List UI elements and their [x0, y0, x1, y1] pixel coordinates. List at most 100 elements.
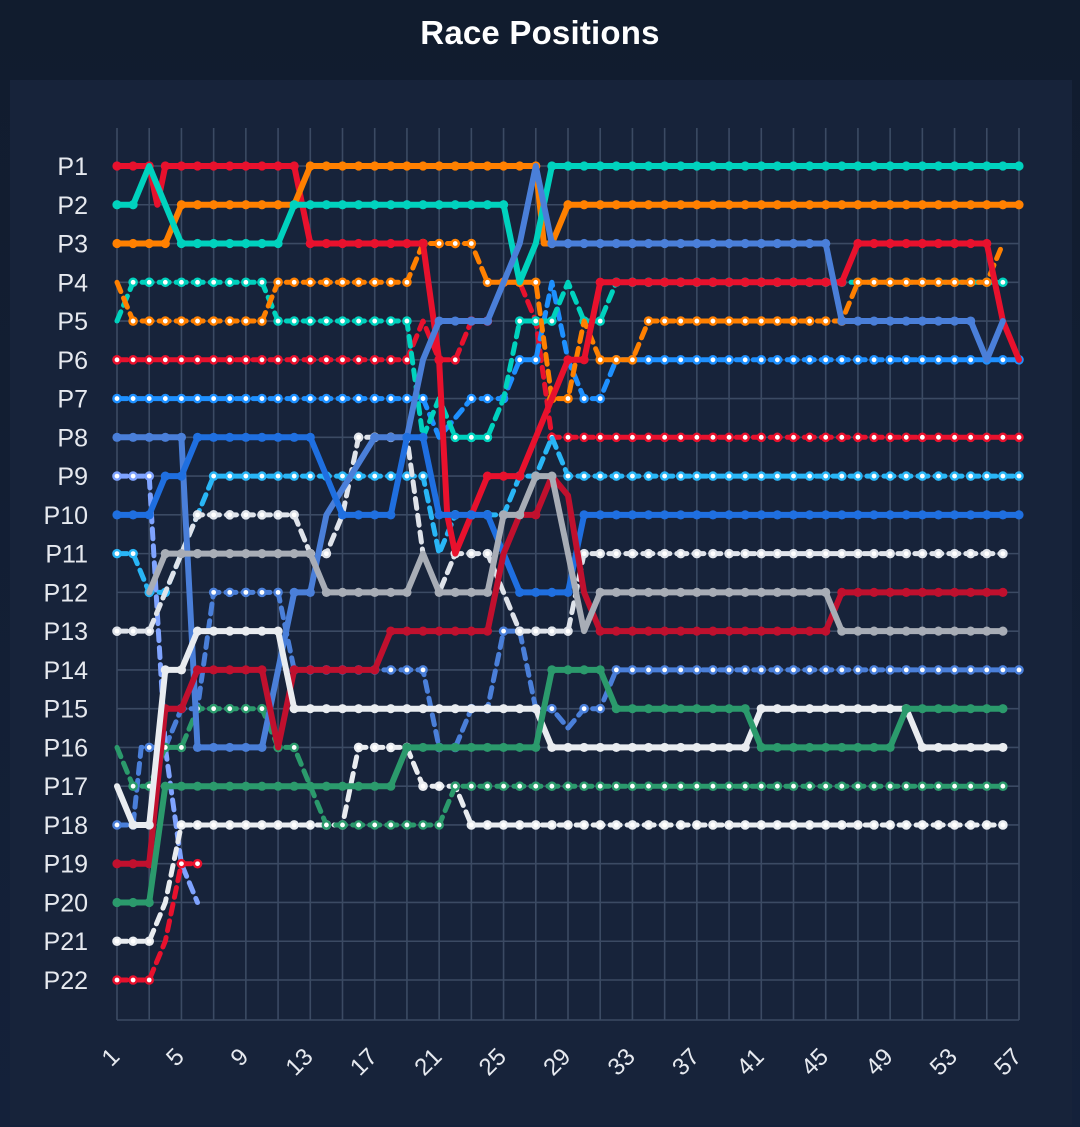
- lap-marker: [627, 548, 638, 559]
- lap-marker: [337, 355, 348, 365]
- series-line: [114, 706, 1006, 828]
- lap-marker: [837, 704, 847, 714]
- lap-marker: [531, 510, 541, 520]
- lap-marker: [176, 277, 187, 288]
- lap-marker: [386, 200, 396, 210]
- lap-marker: [515, 587, 525, 597]
- lap-marker: [933, 316, 944, 326]
- lap-marker: [225, 781, 235, 791]
- lap-marker: [466, 432, 477, 443]
- lap-marker: [273, 549, 283, 559]
- lap-marker: [708, 316, 718, 326]
- lap-marker: [386, 587, 396, 597]
- lap-marker: [112, 393, 122, 404]
- lap-marker: [128, 859, 138, 869]
- lap-marker: [273, 238, 283, 249]
- lap-marker: [708, 820, 718, 830]
- lap-marker: [901, 200, 911, 210]
- lap-marker: [853, 161, 863, 171]
- lap-marker: [901, 161, 911, 171]
- lap-marker: [192, 161, 203, 171]
- lap-marker: [820, 820, 831, 830]
- lap-marker: [772, 432, 783, 443]
- y-tick-label: P16: [44, 734, 88, 762]
- lap-marker: [756, 548, 767, 559]
- lap-marker: [128, 200, 138, 210]
- lap-marker: [128, 897, 138, 908]
- lap-marker: [675, 665, 686, 675]
- lap-marker: [112, 820, 122, 830]
- lap-marker: [724, 820, 734, 830]
- lap-marker: [595, 238, 605, 249]
- series-line: [114, 434, 1006, 634]
- lap-marker: [917, 510, 927, 520]
- lap-marker: [466, 704, 476, 714]
- lap-marker: [981, 548, 992, 559]
- lap-marker: [144, 355, 155, 365]
- lap-marker: [209, 432, 219, 442]
- lap-marker: [692, 626, 702, 636]
- lap-marker: [128, 238, 138, 249]
- lap-marker: [676, 626, 686, 636]
- lap-marker: [531, 587, 541, 597]
- lap-marker: [418, 665, 428, 675]
- lap-marker: [692, 238, 702, 249]
- lap-marker: [885, 742, 895, 753]
- lap-marker: [885, 665, 895, 675]
- lap-marker: [128, 548, 138, 559]
- lap-marker: [273, 161, 283, 171]
- lap-marker: [772, 277, 782, 287]
- lap-marker: [337, 704, 348, 714]
- lap-marker: [160, 432, 170, 442]
- lap-marker: [369, 393, 380, 404]
- lap-marker: [740, 316, 750, 326]
- lap-marker: [466, 200, 476, 210]
- lap-marker: [144, 897, 154, 908]
- x-tick-label: 29: [538, 1043, 576, 1081]
- y-axis: P1 P2 P3 P4 P5 P6 P7 P8 P9 P10 P11 P12 P13 P14 P15 P16 P…: [44, 153, 89, 995]
- lap-marker: [225, 626, 235, 636]
- lap-marker: [805, 742, 815, 753]
- lap-marker: [208, 316, 219, 326]
- x-tick-label: 5: [161, 1043, 190, 1072]
- lap-marker: [788, 820, 799, 830]
- x-tick-label: 37: [667, 1043, 705, 1081]
- lap-marker: [257, 432, 267, 442]
- x-tick-label: 1: [97, 1043, 126, 1072]
- lap-marker: [547, 587, 557, 597]
- lap-marker: [241, 393, 251, 404]
- lap-marker: [692, 432, 702, 443]
- y-tick-label: P3: [57, 231, 88, 259]
- lap-marker: [337, 277, 348, 288]
- lap-marker: [805, 277, 815, 287]
- x-tick-label: 9: [226, 1043, 255, 1072]
- lap-marker: [708, 510, 718, 520]
- lap-marker: [756, 238, 766, 249]
- lap-marker: [402, 626, 412, 636]
- lap-marker: [434, 316, 444, 326]
- lap-marker: [369, 742, 380, 753]
- lap-marker: [643, 432, 654, 443]
- lap-marker: [224, 703, 235, 714]
- lap-marker: [321, 238, 331, 249]
- lap-marker: [917, 665, 928, 675]
- lap-marker: [257, 238, 267, 249]
- lap-marker: [708, 355, 718, 365]
- lap-marker: [386, 355, 396, 365]
- lap-marker: [192, 432, 203, 442]
- lap-marker: [434, 781, 444, 791]
- lap-marker: [998, 161, 1008, 171]
- lap-marker: [853, 665, 863, 675]
- lap-marker: [885, 587, 895, 597]
- lap-marker: [611, 626, 621, 636]
- lap-marker: [386, 393, 396, 404]
- lap-marker: [418, 471, 428, 481]
- lap-marker: [305, 549, 315, 559]
- lap-marker: [337, 510, 348, 520]
- lap-marker: [676, 200, 686, 210]
- lap-marker: [933, 781, 944, 791]
- lap-marker: [853, 742, 863, 753]
- lap-marker: [482, 548, 493, 559]
- lap-marker: [563, 587, 573, 597]
- lap-marker: [241, 316, 251, 326]
